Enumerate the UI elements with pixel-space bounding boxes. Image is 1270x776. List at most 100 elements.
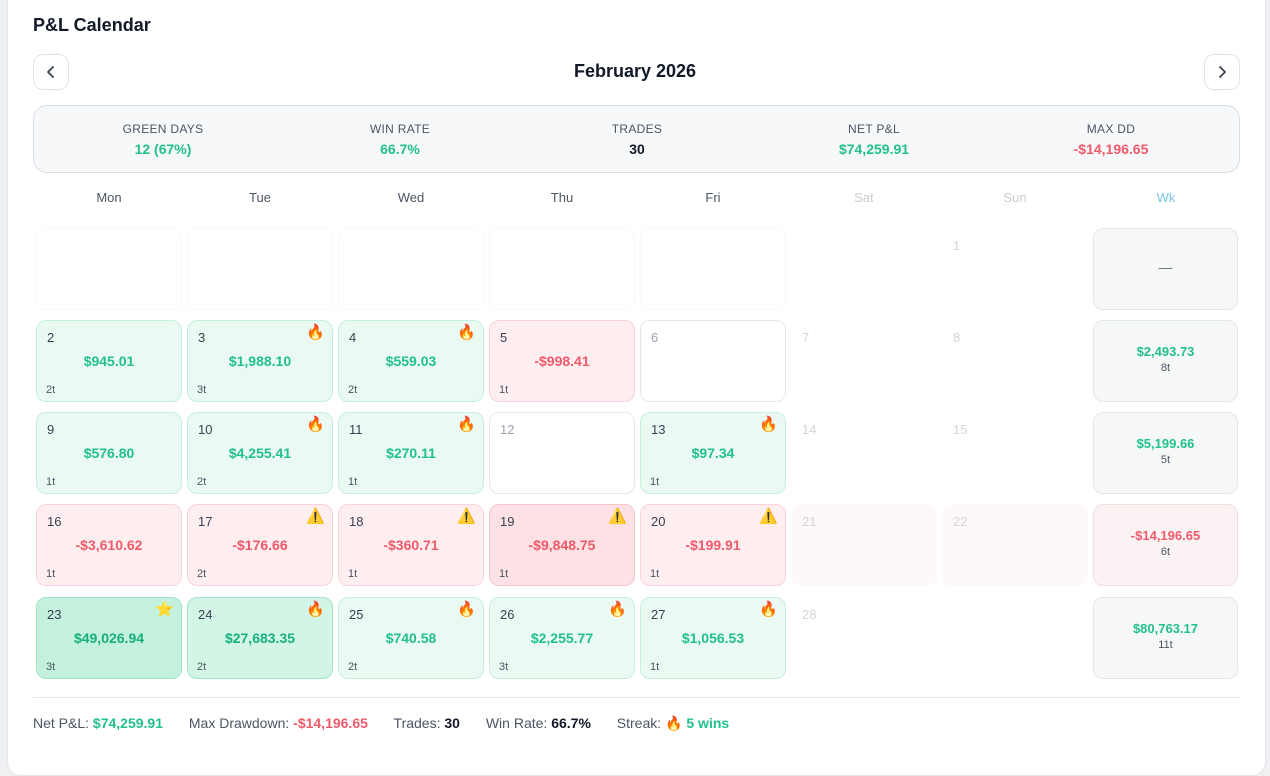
day-cell[interactable]: 4 🔥 $559.03 2t	[338, 320, 484, 402]
day-cell[interactable]: 5 -$998.41 1t	[489, 320, 635, 402]
day-cell[interactable]: 21	[791, 504, 937, 586]
day-pnl: $740.58	[385, 630, 437, 646]
fire-icon: 🔥	[306, 416, 325, 433]
calendar-empty-cell	[640, 228, 786, 310]
day-trade-count: 2t	[197, 568, 207, 580]
day-cell[interactable]: 20 ⚠️ -$199.91 1t	[640, 504, 786, 586]
day-number: 21	[802, 514, 817, 529]
day-pnl: $2,255.77	[530, 630, 594, 646]
week-trade-count: 8t	[1160, 362, 1171, 374]
day-cell[interactable]: 26 🔥 $2,255.77 3t	[489, 597, 635, 679]
day-number: 19	[500, 514, 515, 529]
week-trade-count: 11t	[1158, 639, 1173, 651]
day-number: 17	[198, 514, 213, 529]
footer-win-rate: Win Rate: 66.7%	[486, 715, 591, 731]
day-trade-count: 1t	[499, 568, 509, 580]
footer-label: Net P&L:	[33, 715, 90, 731]
day-cell[interactable]: 2 $945.01 2t	[36, 320, 182, 402]
day-pnl: -$199.91	[685, 537, 741, 553]
page-title: P&L Calendar	[33, 15, 151, 35]
day-number: 12	[500, 422, 515, 437]
stat-value: 12 (67%)	[134, 141, 192, 157]
day-cell[interactable]: 24 🔥 $27,683.35 2t	[187, 597, 333, 679]
day-trade-count: 1t	[46, 568, 56, 580]
day-number: 1	[953, 238, 961, 253]
day-number: 23	[47, 607, 62, 622]
calendar-empty-cell	[36, 228, 182, 310]
footer-value: $74,259.91	[92, 715, 163, 731]
day-cell[interactable]: 7	[791, 320, 937, 402]
next-month-button[interactable]	[1204, 54, 1240, 90]
day-trade-count: 1t	[348, 476, 358, 488]
fire-icon: 🔥	[457, 324, 476, 341]
stat-win-rate: WIN RATE 66.7%	[280, 122, 520, 157]
day-number: 15	[953, 422, 968, 437]
day-cell[interactable]: 9 $576.80 1t	[36, 412, 182, 494]
footer-label: Win Rate:	[485, 715, 548, 731]
day-number: 27	[651, 607, 666, 622]
day-trade-count: 1t	[650, 568, 660, 580]
day-cell[interactable]: 13 🔥 $97.34 1t	[640, 412, 786, 494]
day-pnl: $1,988.10	[228, 353, 292, 369]
stat-label: NET P&L	[848, 122, 900, 136]
summary-panel: GREEN DAYS 12 (67%) WIN RATE 66.7% TRADE…	[33, 105, 1240, 173]
day-trade-count: 2t	[348, 661, 358, 673]
warning-icon: ⚠️	[608, 508, 627, 525]
stat-net-pnl: NET P&L $74,259.91	[754, 122, 994, 157]
day-trade-count: 1t	[348, 568, 358, 580]
footer-net-pnl: Net P&L: $74,259.91	[33, 715, 163, 731]
fire-icon: 🔥	[457, 601, 476, 618]
week-total-cell: $2,493.73 8t	[1093, 320, 1238, 402]
day-cell[interactable]: 25 🔥 $740.58 2t	[338, 597, 484, 679]
day-pnl: $4,255.41	[228, 445, 292, 461]
footer-streak: Streak: 🔥 5 wins	[617, 715, 729, 731]
stat-green-days: GREEN DAYS 12 (67%)	[43, 122, 283, 157]
day-number: 22	[953, 514, 968, 529]
day-pnl: $97.34	[691, 445, 735, 461]
fire-icon: 🔥	[759, 416, 778, 433]
prev-month-button[interactable]	[33, 54, 69, 90]
week-trade-count: 5t	[1160, 454, 1171, 466]
day-number: 24	[198, 607, 213, 622]
day-cell[interactable]: 18 ⚠️ -$360.71 1t	[338, 504, 484, 586]
week-total-cell: $5,199.66 5t	[1093, 412, 1238, 494]
day-pnl: $270.11	[386, 445, 436, 461]
day-number: 28	[802, 607, 817, 622]
day-number: 8	[953, 330, 961, 345]
day-cell[interactable]: 12	[489, 412, 635, 494]
day-cell[interactable]: 16 -$3,610.62 1t	[36, 504, 182, 586]
day-cell[interactable]: 22	[942, 504, 1088, 586]
day-cell[interactable]: 14	[791, 412, 937, 494]
day-number: 3	[198, 330, 206, 345]
fire-icon: 🔥	[759, 601, 778, 618]
day-cell[interactable]: 28	[791, 597, 937, 679]
stat-value: -$14,196.65	[1073, 141, 1149, 157]
day-cell[interactable]: 6	[640, 320, 786, 402]
stat-value: 30	[629, 141, 645, 157]
week-trade-count: 6t	[1160, 546, 1171, 558]
day-cell[interactable]: 3 🔥 $1,988.10 3t	[187, 320, 333, 402]
day-cell[interactable]: 8	[942, 320, 1088, 402]
day-pnl: $576.80	[83, 445, 135, 461]
footer-label: Trades:	[393, 715, 441, 731]
footer-stats: Net P&L: $74,259.91 Max Drawdown: -$14,1…	[33, 715, 751, 732]
footer-value: 5 wins	[686, 715, 730, 731]
day-cell[interactable]: 11 🔥 $270.11 1t	[338, 412, 484, 494]
stat-label: WIN RATE	[369, 122, 431, 136]
weekday-mon: Mon	[96, 190, 122, 205]
fire-icon: 🔥	[457, 416, 476, 433]
day-cell[interactable]: 17 ⚠️ -$176.66 2t	[187, 504, 333, 586]
day-cell[interactable]: 27 🔥 $1,056.53 1t	[640, 597, 786, 679]
day-trade-count: 2t	[197, 476, 207, 488]
day-trade-count: 1t	[499, 384, 509, 396]
day-pnl: -$360.71	[383, 537, 439, 553]
fire-icon: 🔥	[306, 324, 325, 341]
day-cell[interactable]: 1	[942, 228, 1088, 310]
day-cell[interactable]: 15	[942, 412, 1088, 494]
day-trade-count: 1t	[650, 661, 660, 673]
weekday-sat: Sat	[854, 190, 874, 205]
day-cell[interactable]: 23 ⭐ $49,026.94 3t	[36, 597, 182, 679]
day-cell[interactable]: 10 🔥 $4,255.41 2t	[187, 412, 333, 494]
weekday-tue: Tue	[249, 190, 271, 205]
day-cell[interactable]: 19 ⚠️ -$9,848.75 1t	[489, 504, 635, 586]
